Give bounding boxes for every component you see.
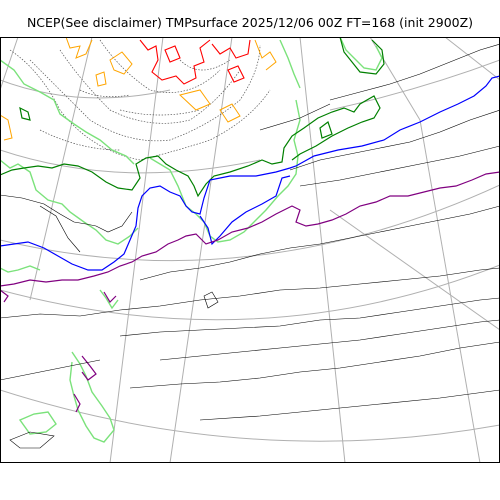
blue-contours: [0, 75, 500, 271]
red-contours: [139, 39, 251, 85]
contour-map: [0, 37, 500, 463]
map-panel: [0, 37, 500, 463]
gray-contours: [0, 43, 500, 449]
lightgreen-contours: [0, 37, 383, 443]
orange-contours: [0, 37, 277, 141]
dense-contours-north: [9, 39, 271, 161]
purple-contours: [0, 171, 500, 413]
green-contours: [0, 37, 385, 198]
map-title: NCEP(See disclaimer) TMPsurface 2025/12/…: [26, 15, 474, 30]
